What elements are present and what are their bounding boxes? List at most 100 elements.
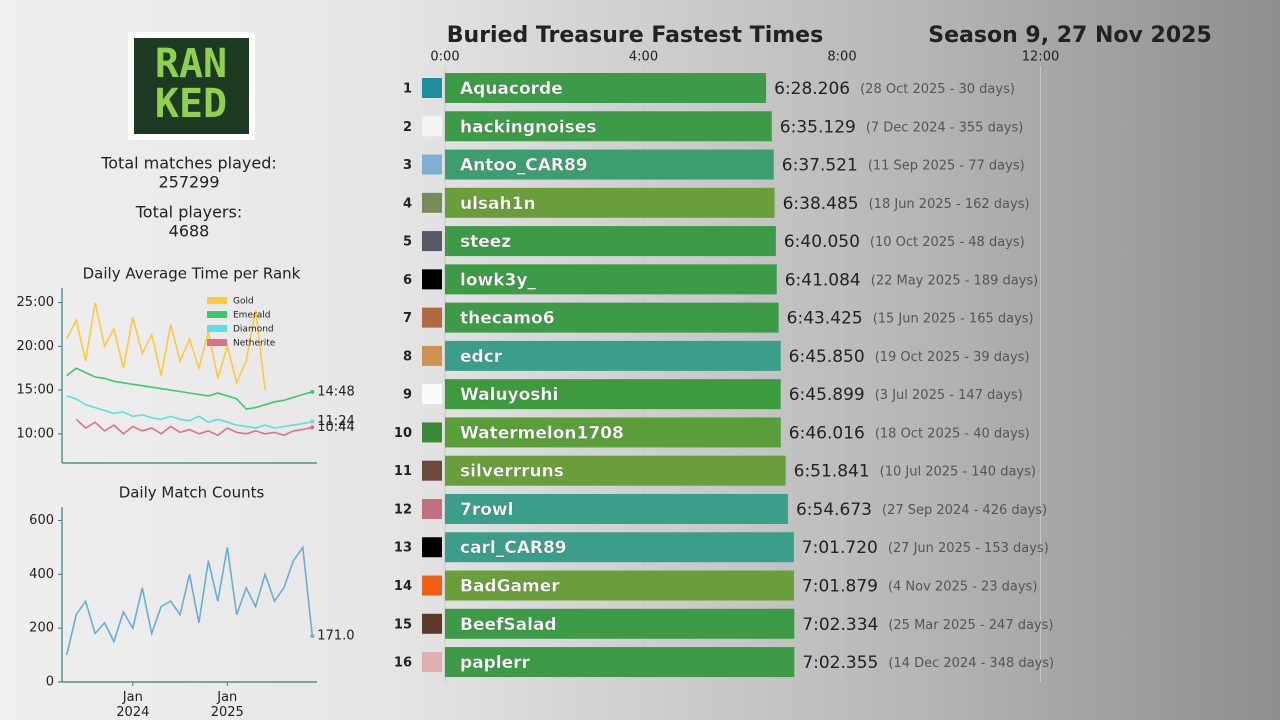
series-line [66, 367, 313, 410]
bar-name: lowk3y_ [460, 270, 536, 290]
bar-label: 6:38.485 (18 Jun 2025 - 162 days) [783, 194, 1030, 214]
avatar [422, 231, 442, 252]
value-label: 11:24 [317, 414, 354, 429]
y-tick-label: 400 [29, 567, 54, 582]
avatar [422, 78, 442, 98]
x-tick-label: 0:00 [430, 50, 459, 65]
x-tick-label: Jan 2024 [116, 690, 150, 720]
value-label: 6:28.206 [774, 79, 850, 99]
logo-text: KED [155, 81, 227, 127]
y-tick-label: 0 [46, 675, 54, 690]
value-label: 6:37.521 [782, 156, 858, 176]
bar-annotation: (4 Nov 2025 - 23 days) [888, 579, 1037, 594]
avatar [422, 575, 442, 596]
end-point [310, 419, 315, 424]
bar-label: 6:46.016 (18 Oct 2025 - 40 days) [789, 423, 1030, 443]
legend-label: Diamond [233, 325, 274, 335]
avatar [422, 537, 442, 558]
rank-label: 4 [403, 196, 412, 211]
bar [445, 570, 794, 601]
bar-annotation: (10 Jul 2025 - 140 days) [880, 464, 1036, 479]
value-label: 7:01.879 [802, 577, 878, 597]
y-tick-label: 600 [29, 513, 54, 528]
bar-annotation: (28 Oct 2025 - 30 days) [860, 82, 1015, 97]
bar-label: 6:43.425 (15 Jun 2025 - 165 days) [787, 309, 1034, 329]
bar-name: BadGamer [460, 577, 560, 597]
bar-name: Antoo_CAR89 [460, 156, 588, 176]
stat-label: Total players: [135, 203, 242, 222]
bar-annotation: (15 Jun 2025 - 165 days) [873, 311, 1034, 326]
bar-name: steez [460, 232, 511, 252]
y-tick-label: 10:00 [17, 426, 54, 441]
y-tick-label: 15:00 [17, 383, 54, 398]
bar-label: 6:37.521 (11 Sep 2025 - 77 days) [782, 156, 1025, 176]
series-line [65, 302, 266, 391]
bar [445, 73, 767, 103]
avatar [422, 422, 442, 443]
rank-label: 1 [403, 82, 412, 97]
stat-value: 257299 [158, 173, 219, 192]
series-line [65, 545, 314, 656]
bar-label: 6:41.084 (22 May 2025 - 189 days) [785, 270, 1039, 290]
rank-label: 13 [394, 541, 412, 556]
bar-annotation: (3 Jul 2025 - 147 days) [875, 388, 1023, 403]
value-label: 10:44 [317, 420, 354, 435]
logo-box [134, 38, 249, 134]
legend-swatch [207, 311, 227, 318]
rank-label: 16 [394, 656, 412, 671]
y-tick-label: 20:00 [17, 339, 54, 354]
rank-label: 10 [394, 426, 412, 441]
rank-label: 9 [403, 388, 412, 403]
rank-label: 8 [403, 349, 412, 364]
bar-annotation: (7 Dec 2024 - 355 days) [866, 120, 1024, 135]
bar [445, 532, 794, 563]
avatar [422, 498, 442, 519]
avatar [422, 307, 442, 328]
bar [445, 187, 775, 218]
y-tick-label: 25:00 [17, 295, 54, 310]
end-point [310, 425, 315, 430]
avatar [422, 154, 442, 175]
y-tick-label: 200 [29, 621, 54, 636]
x-tick-label: 8:00 [827, 50, 856, 65]
value-label: 6:41.084 [785, 270, 861, 290]
bar-label: 6:51.841 (10 Jul 2025 - 140 days) [794, 462, 1036, 482]
bar-label: 6:28.206 (28 Oct 2025 - 30 days) [774, 79, 1015, 99]
value-label: 6:54.673 [796, 500, 872, 520]
bar-annotation: (18 Jun 2025 - 162 days) [869, 196, 1030, 211]
bar-name: edcr [460, 347, 503, 367]
bar-annotation: (22 May 2025 - 189 days) [871, 273, 1039, 288]
rank-label: 6 [403, 273, 412, 288]
rank-label: 7 [403, 311, 412, 326]
value-label: 7:01.720 [802, 538, 878, 558]
legend-swatch [207, 297, 227, 304]
bar-annotation: (27 Jun 2025 - 153 days) [888, 541, 1049, 556]
rank-label: 14 [394, 579, 412, 594]
rank-label: 15 [394, 617, 412, 632]
rank-label: 2 [403, 120, 412, 135]
series-line [75, 418, 313, 437]
bar-name: carl_CAR89 [460, 538, 567, 558]
bar-name: Waluyoshi [460, 385, 558, 405]
bar-annotation: (25 Mar 2025 - 247 days) [888, 617, 1053, 632]
rank-label: 11 [394, 464, 412, 479]
bar-annotation: (10 Oct 2025 - 48 days) [870, 235, 1025, 250]
bar-annotation: (14 Dec 2024 - 348 days) [888, 656, 1054, 671]
stat-label: Total matches played: [100, 154, 277, 173]
avatar [422, 269, 442, 290]
end-point [310, 633, 315, 638]
value-label: 6:51.841 [794, 462, 870, 482]
value-label: 6:46.016 [789, 423, 865, 443]
bar-annotation: (11 Sep 2025 - 77 days) [868, 158, 1025, 173]
x-tick-label: 4:00 [629, 50, 658, 65]
value-label: 14:48 [317, 384, 354, 399]
bar [445, 493, 788, 524]
bar-annotation: (19 Oct 2025 - 39 days) [875, 349, 1030, 364]
bar-label: 6:40.050 (10 Oct 2025 - 48 days) [784, 232, 1025, 252]
value-label: 7:02.355 [802, 653, 878, 673]
bar-label: 6:45.899 (3 Jul 2025 - 147 days) [789, 385, 1023, 405]
bar [445, 111, 772, 142]
legend-label: Emerald [233, 311, 270, 321]
value-label: 6:38.485 [783, 194, 859, 214]
